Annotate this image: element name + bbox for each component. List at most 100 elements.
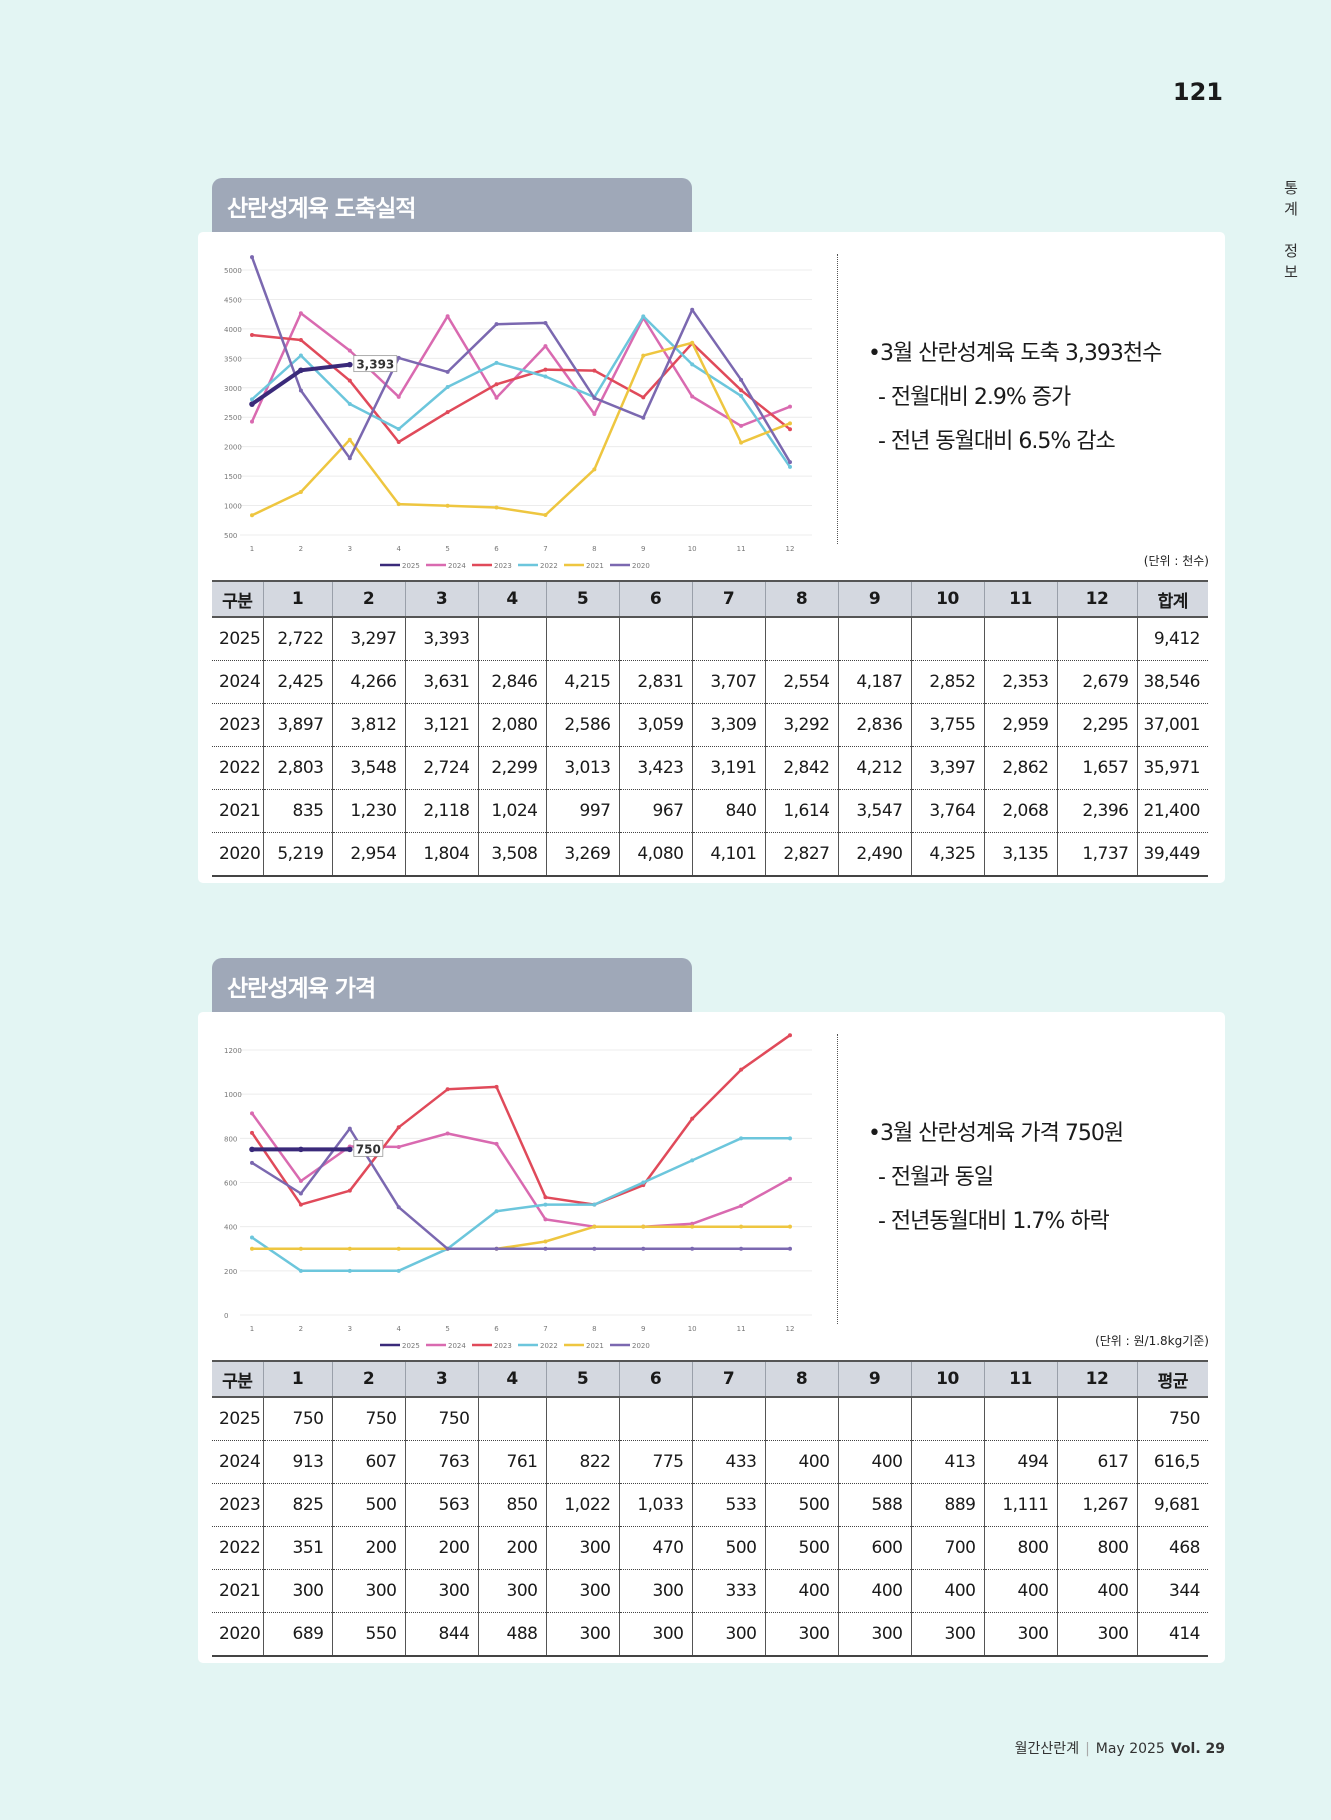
table-cell: 333 — [691, 1569, 765, 1613]
table-cell: 3,631 — [404, 660, 478, 704]
data-point-2024 — [690, 1221, 695, 1226]
x-tick-label: 8 — [592, 1325, 596, 1333]
data-point-2021 — [641, 1224, 646, 1229]
data-point-2022 — [641, 1180, 646, 1185]
column-header: 2 — [331, 580, 405, 618]
y-tick-label: 500 — [224, 532, 237, 540]
table-cell: 433 — [691, 1440, 765, 1484]
table-cell: 822 — [545, 1440, 619, 1484]
table-row: 2020 5,219 2,954 1,804 3,508 3,269 4,080 4,101 2… — [212, 832, 1208, 877]
table-cell: 500 — [331, 1483, 405, 1527]
annotation-box — [353, 1139, 384, 1157]
table-cell: 300 — [618, 1569, 692, 1613]
x-tick-label: 3 — [348, 545, 352, 553]
y-tick-label: 3500 — [224, 355, 242, 363]
legend-label: 2024 — [448, 562, 466, 570]
table-cell: 300 — [618, 1612, 692, 1657]
table-cell: 2020 — [212, 832, 263, 877]
table-cell: 2020 — [212, 1612, 263, 1657]
price-table: 구분 1 2 3 4 5 6 7 8 9 10 11 12 평균 2025 750 750 750 750 2024… — [212, 1360, 1208, 1657]
series-line-2024 — [250, 311, 791, 428]
data-point-2020 — [690, 307, 695, 312]
summary-line: - 전년 동월대비 6.5% 감소 — [878, 429, 1116, 454]
data-point-2024 — [298, 1178, 303, 1183]
data-point-2020 — [739, 377, 744, 382]
slaughter-table: 구분 1 2 3 4 5 6 7 8 9 10 11 12 합계 2025 2,722 3,297 3,393 9… — [212, 580, 1208, 877]
column-header: 5 — [545, 580, 619, 618]
table-cell: 344 — [1136, 1569, 1208, 1613]
table-cell — [545, 617, 619, 661]
column-header: 6 — [618, 580, 692, 618]
table-cell — [1056, 617, 1137, 661]
table-cell: 3,292 — [764, 703, 838, 747]
data-point-2024 — [445, 1131, 450, 1136]
table-cell — [618, 617, 692, 661]
table-cell: 997 — [545, 789, 619, 833]
data-point-2022 — [250, 397, 254, 402]
table-cell: 3,269 — [545, 832, 619, 877]
summary-line: - 전월과 동일 — [878, 1165, 994, 1190]
summary-headline: •3월 산란성계육 도축 3,393천수 — [868, 341, 1162, 366]
page-footer: 월간산란계 | May 2025 Vol. 29 — [1014, 1741, 1225, 1757]
y-tick-label: 1000 — [224, 503, 242, 511]
data-point-2024 — [739, 1203, 744, 1208]
x-tick-label: 7 — [543, 545, 547, 553]
data-point-2025 — [298, 367, 304, 374]
data-point-2023 — [739, 388, 744, 393]
data-point-2025 — [249, 401, 255, 407]
table-cell: 3,547 — [837, 789, 911, 833]
table-cell: 200 — [404, 1526, 478, 1570]
table-cell: 400 — [837, 1569, 911, 1613]
annotation-box — [353, 355, 398, 373]
data-point-2020 — [347, 456, 352, 461]
table-cell: 3,755 — [910, 703, 984, 747]
y-tick-label: 1000 — [224, 1091, 242, 1099]
column-header: 11 — [983, 1360, 1057, 1398]
table-cell: 2,954 — [331, 832, 405, 877]
table-cell: 2,831 — [618, 660, 692, 704]
column-header: 9 — [837, 1360, 911, 1398]
table-cell: 1,111 — [983, 1483, 1057, 1527]
table-cell: 2,586 — [545, 703, 619, 747]
data-point-2022 — [739, 1136, 744, 1141]
data-point-2020 — [739, 1246, 744, 1251]
table-cell: 2,679 — [1056, 660, 1137, 704]
table-cell: 2,846 — [477, 660, 546, 704]
table-cell — [910, 1397, 984, 1441]
x-tick-label: 12 — [786, 545, 795, 553]
table-cell: 35,971 — [1136, 746, 1208, 790]
x-tick-label: 8 — [592, 545, 596, 553]
data-point-2022 — [592, 1202, 597, 1207]
chart-divider — [837, 1034, 838, 1324]
data-point-2021 — [641, 353, 646, 358]
table-cell: 500 — [764, 1483, 838, 1527]
table-cell: 533 — [691, 1483, 765, 1527]
table-cell: 607 — [331, 1440, 405, 1484]
table-cell: 1,230 — [331, 789, 405, 833]
table-cell: 2,842 — [764, 746, 838, 790]
table-cell: 2021 — [212, 789, 263, 833]
data-point-2020 — [494, 1246, 499, 1251]
table-cell: 844 — [404, 1612, 478, 1657]
table-cell: 800 — [983, 1526, 1057, 1570]
table-cell: 617 — [1056, 1440, 1137, 1484]
x-tick-label: 10 — [688, 1325, 697, 1333]
table-cell: 468 — [1136, 1526, 1208, 1570]
table-cell: 4,215 — [545, 660, 619, 704]
column-header: 8 — [764, 580, 838, 618]
table-cell: 2025 — [212, 617, 263, 661]
table-cell: 1,614 — [764, 789, 838, 833]
data-point-2022 — [690, 1158, 695, 1163]
table-cell: 800 — [1056, 1526, 1137, 1570]
data-point-2021 — [494, 505, 499, 510]
table-cell: 21,400 — [1136, 789, 1208, 833]
data-point-2023 — [494, 382, 499, 387]
data-point-2020 — [641, 415, 646, 420]
page-number: 121 — [1172, 78, 1223, 106]
data-point-2021 — [788, 421, 792, 426]
series-line-2020 — [250, 256, 792, 463]
data-point-2022 — [543, 374, 548, 379]
legend-label: 2020 — [632, 1342, 650, 1350]
table-cell: 750 — [404, 1397, 478, 1441]
table-cell: 2,118 — [404, 789, 478, 833]
